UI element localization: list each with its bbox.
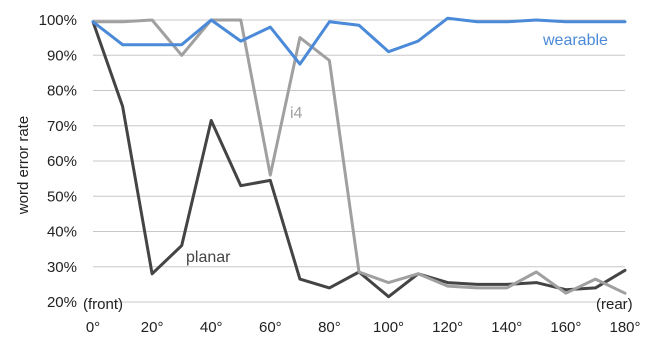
series-label-i4: i4 xyxy=(290,105,303,122)
y-tick-label: 50% xyxy=(47,188,77,205)
x-tick-label: 20° xyxy=(141,319,164,336)
front-annotation: (front) xyxy=(83,296,123,313)
x-tick-label: 60° xyxy=(259,319,282,336)
x-axis-tick-labels: 0° 20° 40° 60° 80° 100° 120° 140° 160° 180° xyxy=(86,319,641,336)
gridlines xyxy=(93,19,625,303)
x-tick-label: 180° xyxy=(609,319,640,336)
series-line-wearable xyxy=(91,16,627,66)
y-tick-label: 80% xyxy=(47,83,77,100)
series-label-planar: planar xyxy=(186,249,231,266)
rear-annotation: (rear) xyxy=(596,296,633,313)
x-tick-label: 140° xyxy=(491,319,522,336)
y-axis-tick-labels: 20% 30% 40% 50% 60% 70% 80% 90% 100% xyxy=(39,12,77,311)
y-tick-label: 30% xyxy=(47,259,77,276)
y-tick-label: 20% xyxy=(47,294,77,311)
y-axis-title: word error rate xyxy=(15,116,32,215)
x-tick-label: 120° xyxy=(432,319,463,336)
x-tick-label: 100° xyxy=(373,319,404,336)
x-tick-label: 0° xyxy=(86,319,100,336)
y-tick-label: 40% xyxy=(47,224,77,241)
x-tick-label: 40° xyxy=(200,319,223,336)
series-line-planar xyxy=(91,20,627,299)
y-tick-label: 60% xyxy=(47,153,77,170)
x-tick-label: 160° xyxy=(550,319,581,336)
y-tick-label: 100% xyxy=(39,12,77,29)
series-line-i4 xyxy=(91,18,627,295)
x-tick-label: 80° xyxy=(318,319,341,336)
y-tick-label: 90% xyxy=(47,47,77,64)
series-lines xyxy=(91,16,627,299)
y-tick-label: 70% xyxy=(47,118,77,135)
series-label-wearable: wearable xyxy=(542,32,608,49)
